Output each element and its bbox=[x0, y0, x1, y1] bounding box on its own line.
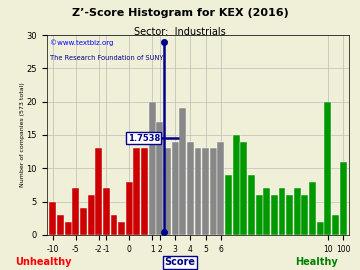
Bar bbox=[194, 148, 202, 235]
Bar bbox=[248, 175, 255, 235]
Bar bbox=[339, 162, 347, 235]
Text: Score: Score bbox=[165, 257, 195, 267]
Bar bbox=[179, 108, 186, 235]
Bar bbox=[294, 188, 301, 235]
Bar bbox=[156, 122, 163, 235]
Bar bbox=[263, 188, 270, 235]
Bar bbox=[217, 142, 224, 235]
Bar bbox=[111, 215, 117, 235]
Text: ©www.textbiz.org: ©www.textbiz.org bbox=[50, 39, 113, 46]
Bar bbox=[126, 182, 133, 235]
Bar bbox=[317, 222, 324, 235]
Bar bbox=[57, 215, 64, 235]
Text: Unhealthy: Unhealthy bbox=[15, 257, 71, 267]
Bar bbox=[172, 142, 179, 235]
Bar bbox=[103, 188, 110, 235]
Bar bbox=[210, 148, 217, 235]
Bar bbox=[164, 148, 171, 235]
Bar bbox=[324, 102, 331, 235]
Text: 1.7538: 1.7538 bbox=[127, 134, 160, 143]
Bar bbox=[95, 148, 102, 235]
Bar bbox=[271, 195, 278, 235]
Bar bbox=[80, 208, 87, 235]
Text: Sector:  Industrials: Sector: Industrials bbox=[134, 27, 226, 37]
Bar bbox=[187, 142, 194, 235]
Y-axis label: Number of companies (573 total): Number of companies (573 total) bbox=[20, 83, 25, 187]
Bar bbox=[149, 102, 156, 235]
Bar bbox=[141, 148, 148, 235]
Bar bbox=[87, 195, 95, 235]
Bar bbox=[279, 188, 285, 235]
Bar bbox=[256, 195, 262, 235]
Text: Healthy: Healthy bbox=[296, 257, 338, 267]
Text: Z’-Score Histogram for KEX (2016): Z’-Score Histogram for KEX (2016) bbox=[72, 8, 288, 18]
Bar bbox=[301, 195, 309, 235]
Bar bbox=[49, 202, 57, 235]
Bar bbox=[65, 222, 72, 235]
Bar bbox=[332, 215, 339, 235]
Bar bbox=[202, 148, 209, 235]
Bar bbox=[225, 175, 232, 235]
Text: The Research Foundation of SUNY: The Research Foundation of SUNY bbox=[50, 55, 163, 61]
Bar bbox=[286, 195, 293, 235]
Bar bbox=[240, 142, 247, 235]
Bar bbox=[233, 135, 240, 235]
Bar bbox=[309, 182, 316, 235]
Bar bbox=[134, 148, 140, 235]
Bar bbox=[72, 188, 79, 235]
Bar bbox=[118, 222, 125, 235]
